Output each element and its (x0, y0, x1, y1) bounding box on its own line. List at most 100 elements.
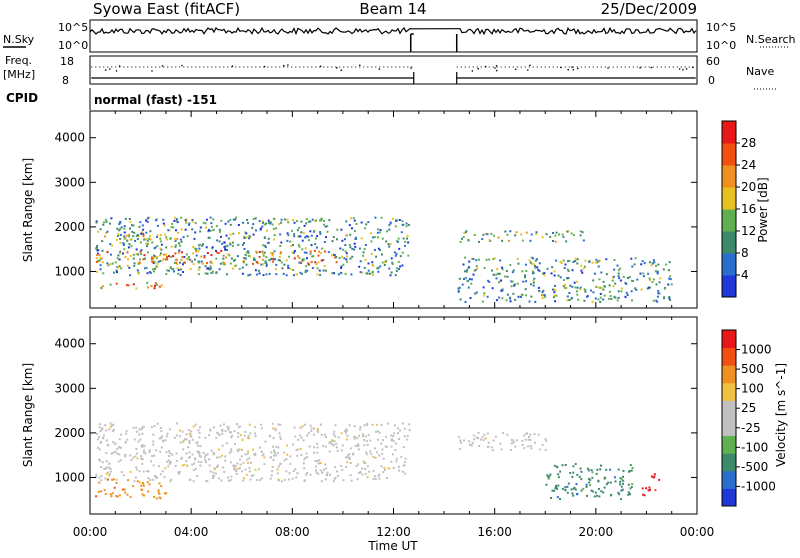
echo-cell-band-3 (629, 487, 632, 490)
echo-cell-band-0 (309, 424, 312, 427)
colorbar-tick-label: 8 (741, 246, 749, 260)
echo-cell-band-5 (534, 259, 537, 262)
echo-cell-band-0 (220, 219, 223, 222)
echo-cell-band-0 (143, 451, 146, 454)
echo-cell-band-0 (288, 472, 291, 475)
echo-cell-band-5 (534, 265, 536, 267)
echo-cell-band-0 (160, 248, 163, 251)
echo-cell-band-0 (160, 446, 163, 449)
power-colorbar-label: Power [dB] (756, 177, 770, 242)
echo-cell-band-0 (359, 271, 362, 274)
echo-cell-band-2 (255, 260, 258, 263)
echo-cell-band-5 (625, 291, 628, 294)
echo-cell-band-0 (101, 240, 104, 243)
echo-cell-band-0 (367, 269, 370, 272)
echo-cell-band-0 (247, 250, 250, 253)
echo-cell-band-0 (372, 477, 375, 480)
echo-cell-band-3 (619, 480, 622, 483)
echo-cell-band-2 (297, 255, 299, 257)
echo-cell-band-5 (525, 294, 527, 297)
echo-cell-band-4 (530, 233, 533, 236)
echo-cell-band-0 (194, 423, 197, 426)
echo-cell-band-0 (205, 218, 208, 221)
echo-cell-band-0 (397, 432, 399, 435)
colorbar-tick-label: 500 (741, 362, 764, 376)
echo-cell-band-0 (126, 239, 129, 242)
echo-cell-band-0 (193, 462, 196, 465)
echo-cell-band-3 (156, 283, 159, 286)
echo-cell-band-0 (325, 436, 327, 438)
echo-cell-band-0 (247, 450, 250, 453)
echo-cell-band-0 (254, 454, 257, 457)
echo-cell-band-0 (198, 243, 201, 246)
echo-cell-band-3 (578, 475, 581, 478)
echo-cell-band-0 (335, 256, 338, 258)
echo-cell-band-0 (175, 218, 178, 221)
echo-cell-band-0 (199, 445, 202, 448)
echo-cell-band-0 (358, 265, 361, 268)
echo-cell-band-0 (300, 220, 303, 223)
echo-cell-band-5 (620, 290, 623, 293)
echo-cell-band-0 (224, 459, 227, 462)
echo-cell-band-5 (616, 264, 619, 267)
echo-cell-band-0 (370, 232, 372, 235)
nave-tick-low: 0 (708, 74, 715, 87)
echo-cell-band-0 (337, 273, 340, 276)
echo-cell-band-0 (332, 236, 335, 239)
echo-cell-band-0 (249, 432, 252, 435)
echo-cell-band-0 (180, 228, 183, 231)
echo-cell-band-0 (363, 227, 366, 230)
echo-cell-band-0 (163, 476, 166, 478)
echo-cell-band-0 (138, 428, 141, 431)
echo-cell-band-0 (222, 257, 225, 260)
echo-cell-band-0 (230, 448, 233, 451)
echo-cell-band-0 (254, 432, 257, 435)
echo-cell-band-3 (564, 464, 567, 466)
echo-cell-band-0 (252, 223, 255, 226)
echo-cell-band-0 (327, 251, 330, 254)
echo-cell-band-0 (367, 221, 370, 224)
echo-cell-band-5 (495, 273, 498, 276)
echo-cell-band-0 (95, 473, 98, 476)
echo-cell-band-0 (164, 233, 167, 236)
echo-cell-band-0 (170, 255, 173, 258)
echo-cell-band-5 (599, 286, 602, 289)
echo-cell-band-0 (109, 422, 112, 425)
echo-cell-band-0 (215, 271, 218, 274)
echo-cell-band-0 (244, 257, 247, 260)
echo-cell-band-2 (109, 263, 112, 266)
echo-cell-band-0 (133, 438, 136, 441)
echo-cell-band-0 (161, 435, 163, 438)
echo-cell-band-0 (404, 457, 407, 460)
echo-cell-band-0 (299, 426, 302, 429)
echo-cell-band-4 (653, 475, 656, 478)
echo-cell-band-2 (152, 256, 155, 259)
echo-cell-band-0 (346, 434, 349, 437)
echo-cell-band-0 (275, 227, 278, 230)
echo-cell-band-5 (553, 296, 555, 299)
echo-cell-band-0 (348, 456, 351, 459)
echo-cell-band-5 (668, 297, 671, 300)
echo-cell-band-4 (485, 232, 488, 235)
echo-cell-band-0 (308, 445, 311, 448)
echo-cell-band-3 (547, 476, 550, 479)
echo-cell-band-0 (345, 220, 348, 223)
echo-cell-band-5 (554, 289, 557, 292)
echo-cell-band-0 (205, 226, 207, 229)
echo-cell-band-5 (605, 258, 608, 261)
echo-cell-band-5 (481, 300, 484, 303)
echo-cell-band-0 (392, 466, 395, 469)
echo-cell-band-0 (140, 455, 143, 458)
echo-cell-band-0 (341, 239, 344, 242)
echo-cell-band-0 (333, 272, 335, 275)
echo-cell-band-3 (127, 284, 130, 287)
echo-cell-band-0 (273, 454, 276, 457)
echo-cell-band-0 (272, 445, 274, 448)
echo-cell-band-0 (117, 460, 120, 463)
echo-cell-band-3 (627, 493, 630, 496)
echo-cell-band-1 (158, 482, 161, 485)
echo-cell-band-5 (640, 263, 643, 266)
echo-cell-band-0 (114, 442, 117, 445)
echo-cell-band-0 (137, 235, 140, 238)
echo-cell-band-3 (572, 471, 575, 474)
